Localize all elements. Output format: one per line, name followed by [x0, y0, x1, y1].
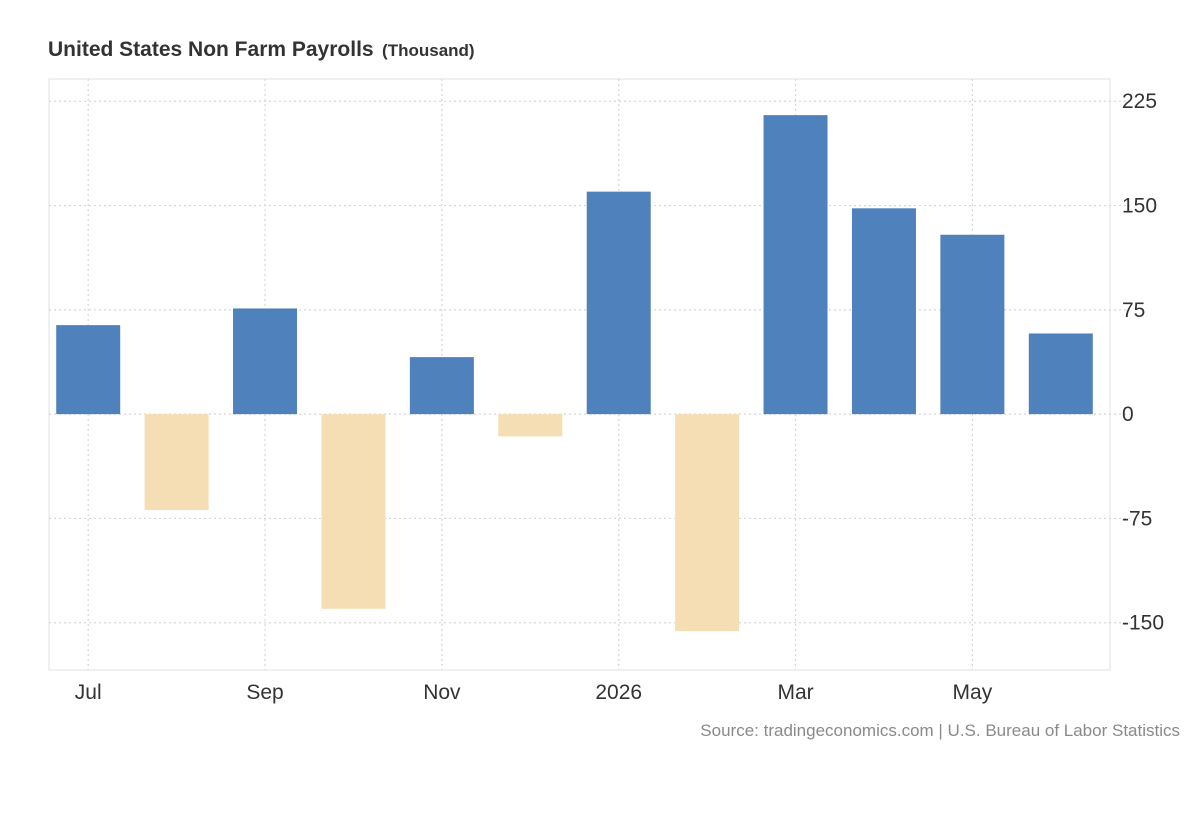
- bar: [763, 115, 828, 415]
- x-tick-label: Jul: [75, 681, 102, 704]
- bar: [233, 308, 298, 415]
- bar: [409, 357, 474, 415]
- source-text: Source: tradingeconomics.com | U.S. Bure…: [700, 721, 1180, 740]
- bar: [498, 414, 563, 437]
- bar: [851, 208, 916, 415]
- x-tick-label: May: [953, 681, 993, 704]
- y-tick-label: 225: [1122, 90, 1157, 113]
- bar: [321, 414, 386, 609]
- x-tick-label: Sep: [246, 681, 283, 704]
- y-tick-label: -150: [1122, 612, 1164, 635]
- x-tick-label: Nov: [423, 681, 461, 704]
- chart-title-block: United States Non Farm Payrolls (Thousan…: [48, 38, 475, 62]
- x-tick-label: 2026: [595, 681, 642, 704]
- bar: [56, 325, 121, 415]
- y-tick-label: 75: [1122, 299, 1145, 322]
- bar: [1028, 333, 1093, 415]
- bar: [940, 234, 1005, 415]
- y-tick-label: 150: [1122, 195, 1157, 218]
- plot-frame: [48, 78, 1111, 671]
- bar: [144, 414, 209, 511]
- y-tick-label: 0: [1122, 403, 1134, 426]
- chart-title: United States Non Farm Payrolls: [48, 38, 374, 61]
- x-tick-label: Mar: [777, 681, 813, 704]
- bar: [586, 191, 651, 415]
- chart-unit: (Thousand): [382, 41, 475, 60]
- bar: [675, 414, 740, 632]
- y-tick-label: -75: [1122, 507, 1152, 530]
